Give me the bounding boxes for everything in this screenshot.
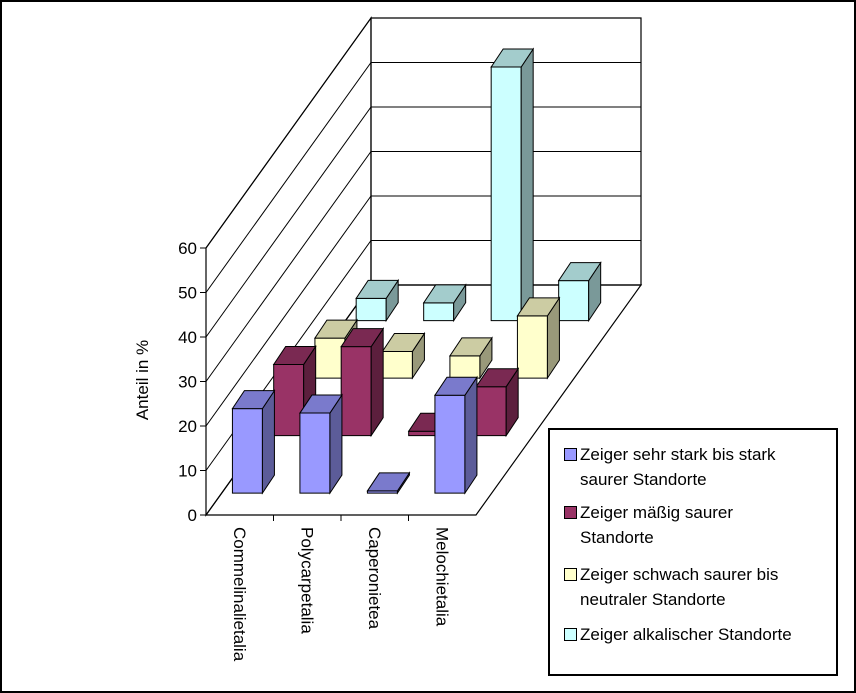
bars [231,47,602,495]
bar [448,336,493,380]
bar [381,331,426,380]
gridline [205,106,641,338]
bar-top [340,328,385,348]
bar-front [516,315,548,379]
bar-side [520,47,534,323]
legend-label: Zeiger schwach saurer bis neutraler Stan… [580,565,779,609]
bar-front [558,280,590,322]
bar-top [490,48,535,68]
gridline [205,151,641,382]
y-axis: 0 10 20 30 40 50 60 [178,239,206,525]
bar-top [355,279,400,299]
x-tick-label: Polycarpetalia [297,527,316,634]
gridline [205,195,641,427]
bar-top [298,394,343,414]
bar-front [408,430,440,437]
bar-top [313,319,358,339]
bar-top [516,297,561,317]
legend-swatch [564,568,577,581]
legend-label: Zeiger alkalischer Standorte [580,625,792,644]
bar [422,283,467,323]
bar-top [272,345,317,365]
bar-top [381,332,426,352]
y-tick-label: 60 [178,239,197,258]
bar-top [422,284,467,304]
bar-front [423,302,455,322]
bar [433,375,478,495]
y-tick-label: 10 [178,462,197,481]
bar [516,296,561,380]
bar-front [340,346,372,437]
bar-top [366,472,411,492]
bar-top [448,337,493,357]
gridline [205,17,641,249]
bar [231,388,276,495]
x-tick-label: Melochietalia [432,527,451,627]
x-tick-label: Caperonietea [365,527,384,630]
legend-swatch [564,506,577,519]
y-tick-label: 50 [178,284,197,303]
bar-front [381,350,413,379]
bar-front [299,412,331,494]
y-axis-title: Anteil in % [133,340,152,420]
legend-swatch [564,448,577,461]
bar-front [314,337,346,379]
y-tick-label: 40 [178,328,197,347]
bar-top [557,262,602,282]
x-axis: Commelinalietalia Polycarpetalia Caperonie… [230,515,451,662]
y-tick-label: 0 [188,506,197,525]
bar [340,326,385,438]
legend-label: Zeiger mäßig saurer Standorte [580,503,734,547]
bar-front [273,363,305,437]
bar-front [490,66,522,322]
bar-top [475,368,520,388]
bar-top [433,376,478,396]
bar [490,47,535,323]
legend: Zeiger sehr stark bis stark saurer Stand… [548,428,838,676]
bar [475,367,520,438]
bar [298,393,343,495]
bar-front [355,297,387,322]
bar [366,471,411,495]
legend-label: Zeiger sehr stark bis stark saurer Stand… [580,445,776,489]
bar-top [231,390,276,410]
bar [355,278,400,323]
bar-front [475,386,507,437]
x-tick-label: Commelinalietalia [230,527,249,662]
bar-front [449,355,481,379]
bar-side [464,375,478,495]
bar-front [434,394,466,494]
legend-swatch [564,628,577,641]
gridline [205,62,641,293]
y-tick-label: 20 [178,417,197,436]
bar [557,260,602,323]
bar-front [231,408,263,494]
y-tick-label: 30 [178,373,197,392]
